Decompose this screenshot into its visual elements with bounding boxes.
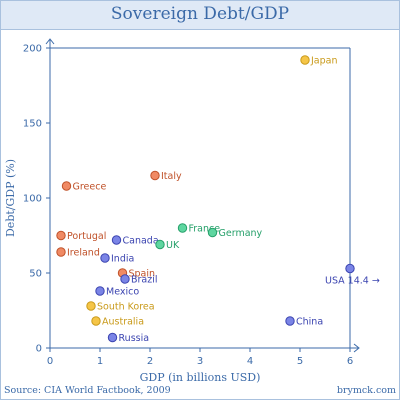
point-russia xyxy=(107,332,118,343)
point-china xyxy=(285,316,295,326)
point-france xyxy=(177,223,188,233)
y-tick-label: 50 xyxy=(29,269,42,280)
x-tick-label: 1 xyxy=(97,356,103,367)
point-label-mexico: Mexico xyxy=(106,287,139,298)
point-label-india: India xyxy=(111,254,134,265)
x-tick-label: 5 xyxy=(297,356,303,367)
axes xyxy=(45,38,360,353)
title-bar xyxy=(1,1,399,30)
point-brazil xyxy=(120,274,130,284)
point-label-canada: Canada xyxy=(123,236,159,247)
point-uk xyxy=(155,239,165,250)
point-italy xyxy=(150,170,160,181)
point-label-germany: Germany xyxy=(219,228,263,239)
point-india xyxy=(100,253,110,263)
point-mexico xyxy=(95,286,105,296)
point-label-china: China xyxy=(296,317,323,328)
point-label-spain: Spain xyxy=(129,269,156,280)
usa-overflow-note: USA 14.4 → xyxy=(325,276,380,287)
point-australia xyxy=(91,316,101,326)
point-portugal xyxy=(56,230,66,241)
point-japan xyxy=(300,55,310,65)
tick-labels: 0 50 100 150 200 0 1 2 3 4 5 6 xyxy=(23,44,353,368)
credit-note: brymck.com xyxy=(336,385,396,396)
x-tick-label: 3 xyxy=(197,356,203,367)
point-label-ireland: Ireland xyxy=(67,248,100,259)
point-label-france: France xyxy=(189,224,221,235)
point-label-south-korea: South Korea xyxy=(97,302,155,313)
y-tick-label: 0 xyxy=(36,344,42,355)
point-label-russia: Russia xyxy=(119,333,150,344)
point-canada xyxy=(111,235,122,245)
x-tick-label: 4 xyxy=(247,356,253,367)
source-note: Source: CIA World Factbook, 2009 xyxy=(4,385,171,396)
y-axis-arrow xyxy=(45,38,55,45)
point-greece xyxy=(61,181,72,191)
point-germany xyxy=(207,227,218,238)
x-tick-label: 6 xyxy=(347,356,353,367)
x-tick-label: 0 xyxy=(47,356,53,367)
point-label-greece: Greece xyxy=(73,182,107,193)
chart-title: Sovereign Debt/GDP xyxy=(110,4,290,24)
point-label-brazil: Brazil xyxy=(131,275,158,286)
point-south-korea xyxy=(86,301,96,311)
point-label-australia: Australia xyxy=(102,317,144,328)
x-axis-label: GDP (in billions USD) xyxy=(140,371,261,384)
point-label-portugal: Portugal xyxy=(67,231,106,242)
point-label-uk: UK xyxy=(166,240,180,251)
x-axis-arrow xyxy=(353,343,360,353)
y-tick-label: 100 xyxy=(23,194,42,205)
point-usa xyxy=(345,263,355,274)
y-tick-label: 200 xyxy=(23,44,42,55)
point-label-japan: Japan xyxy=(310,56,338,67)
point-label-italy: Italy xyxy=(161,171,182,182)
y-tick-label: 150 xyxy=(23,119,42,130)
x-tick-label: 2 xyxy=(147,356,153,367)
y-axis-label: Debt/GDP (%) xyxy=(4,159,17,237)
point-ireland xyxy=(56,247,66,257)
